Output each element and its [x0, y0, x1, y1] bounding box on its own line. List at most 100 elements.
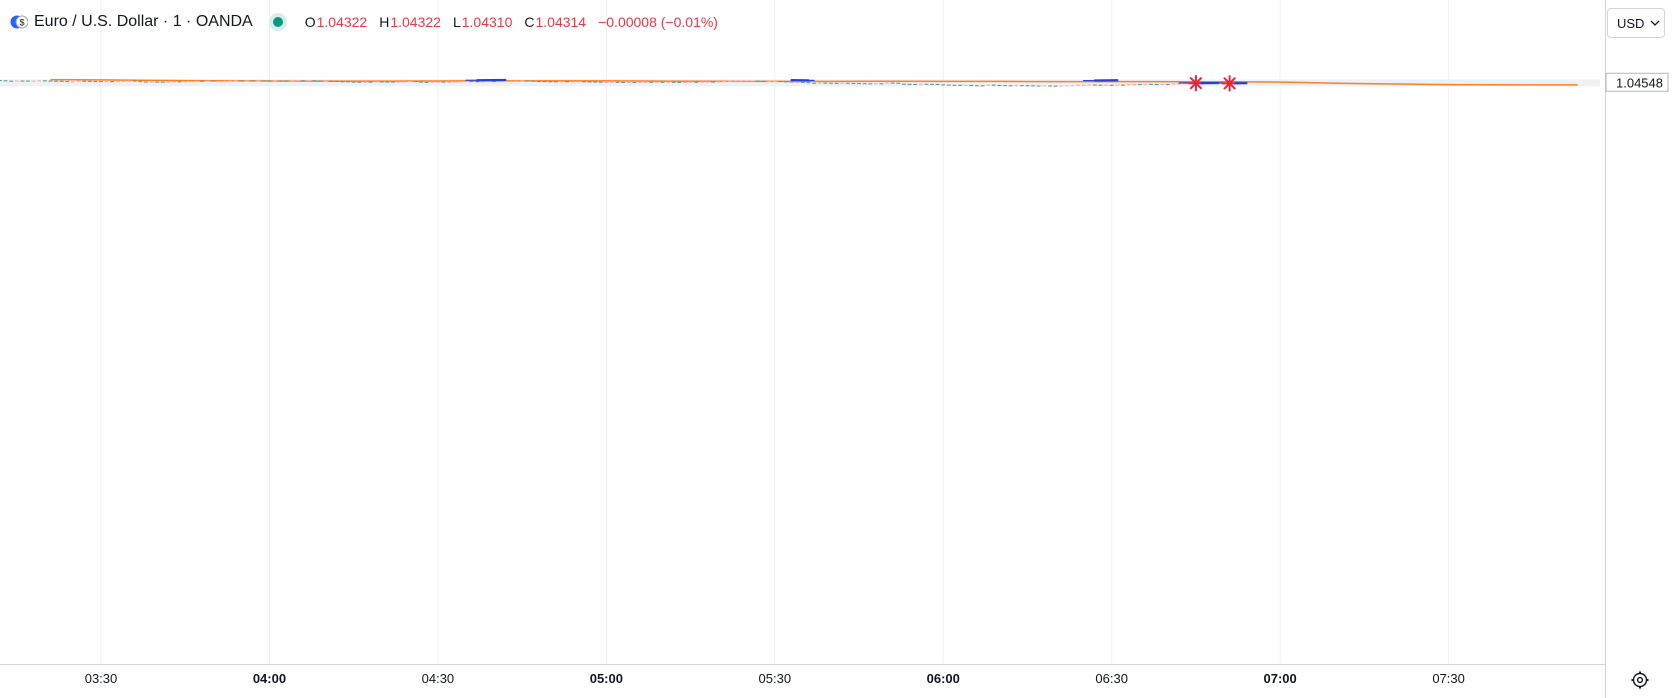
candle-body: [469, 81, 474, 83]
candle-body: [980, 85, 985, 87]
candle-down: [632, 81, 637, 84]
candle-body: [699, 81, 704, 83]
candle-down: [778, 80, 783, 83]
candle-body: [1053, 85, 1058, 87]
candle-body: [868, 83, 873, 85]
candle-down: [896, 82, 901, 84]
candle-body: [239, 80, 244, 82]
candle-body: [1014, 85, 1019, 87]
candle-body: [666, 81, 671, 83]
candle-body: [739, 80, 744, 82]
candle-body: [143, 81, 148, 83]
candle-down: [694, 81, 699, 83]
market-status-indicator[interactable]: [272, 17, 283, 27]
candle-body: [772, 81, 777, 83]
candle-body: [475, 81, 480, 83]
candle-body: [1064, 85, 1069, 87]
candle-down: [160, 81, 165, 83]
candle-body: [374, 81, 379, 83]
candle-down: [913, 83, 918, 85]
candle-up: [576, 81, 581, 83]
candle-body: [1036, 85, 1041, 87]
candle-body: [1042, 85, 1047, 87]
candle-body: [289, 80, 294, 82]
candle-body: [722, 81, 727, 83]
symbol-title[interactable]: Euro / U.S. Dollar · 1 · OANDA: [34, 13, 253, 30]
candle-down: [441, 81, 446, 83]
candle-up: [362, 81, 367, 83]
candle-down: [671, 81, 676, 83]
currency-pair-icon[interactable]: $: [10, 13, 28, 31]
candle-up: [37, 80, 42, 82]
candle-down: [385, 81, 390, 83]
candle-body: [986, 84, 991, 86]
candle-up: [688, 81, 693, 83]
candle-down: [587, 81, 592, 83]
candle-body: [329, 80, 334, 82]
candle-down: [621, 81, 626, 83]
candle-body: [800, 81, 805, 83]
candle-body: [1031, 85, 1036, 87]
currency-selector-button[interactable]: USD: [1607, 8, 1665, 38]
candle-down: [1120, 84, 1125, 86]
candle-body: [750, 80, 755, 82]
candle-down: [1092, 84, 1097, 86]
candle-up: [430, 81, 435, 83]
candle-down: [26, 80, 31, 82]
candle-down: [334, 80, 339, 82]
candle-up: [194, 80, 199, 82]
candle-body: [705, 81, 710, 83]
candle-down: [82, 80, 87, 82]
candle-down: [413, 80, 418, 83]
candle-body: [463, 81, 468, 83]
candle-body: [1165, 83, 1170, 85]
x-tick-label: 03:30: [85, 671, 118, 686]
candle-down: [0, 79, 2, 82]
candle-down: [598, 81, 603, 83]
candle-down: [261, 80, 266, 82]
candle-body: [127, 80, 132, 82]
candle-up: [1171, 83, 1176, 85]
candle-body: [357, 81, 362, 83]
candle-down: [250, 80, 255, 82]
gear-icon[interactable]: [1630, 670, 1650, 690]
candle-body: [211, 80, 216, 82]
candle-up: [1059, 85, 1064, 87]
candle-body: [1143, 83, 1148, 85]
candle-body: [323, 80, 328, 82]
candle-body: [70, 81, 75, 83]
candle-down: [907, 83, 912, 85]
candle-down: [677, 81, 682, 83]
candle-down: [879, 83, 884, 85]
candle-down: [660, 81, 665, 83]
candle-body: [784, 81, 789, 83]
candle-down: [784, 81, 789, 83]
candle-body: [581, 81, 586, 83]
candle-body: [9, 80, 14, 82]
candle-up: [817, 82, 822, 84]
candle-body: [845, 82, 850, 84]
candle-down: [649, 81, 654, 83]
candle-down: [278, 80, 283, 82]
candle-body: [823, 82, 828, 84]
candle-down: [340, 81, 345, 83]
candle-down: [845, 82, 850, 84]
last-price-label: 1.04548: [1616, 75, 1663, 90]
candle-body: [660, 81, 665, 83]
candle-down: [20, 80, 25, 82]
candle-up: [216, 80, 221, 82]
candle-up: [744, 80, 749, 82]
candle-body: [250, 80, 255, 82]
candle-up: [1115, 84, 1120, 86]
candle-up: [480, 81, 485, 83]
candle-body: [334, 80, 339, 82]
candle-up: [295, 80, 300, 82]
candle-body: [974, 85, 979, 87]
candle-down: [800, 81, 805, 83]
candle-body: [480, 81, 485, 83]
candle-down: [941, 84, 946, 86]
candle-up: [570, 81, 575, 83]
star-ray: [1223, 77, 1236, 90]
candle-body: [615, 81, 620, 83]
